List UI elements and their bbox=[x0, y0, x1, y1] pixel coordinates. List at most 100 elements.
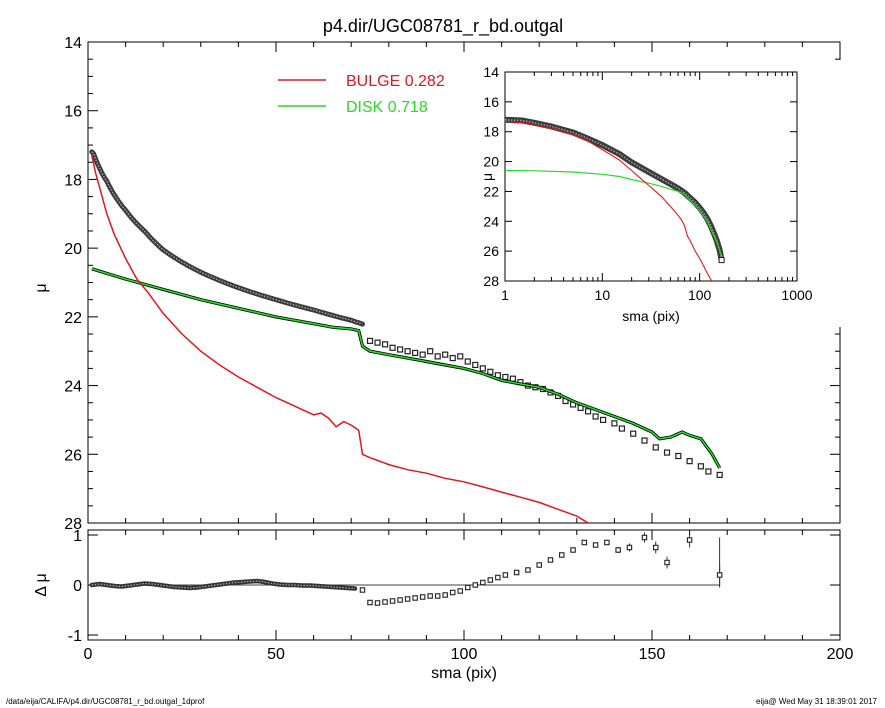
main-y-tick-label: 24 bbox=[64, 379, 82, 396]
resid-point bbox=[525, 567, 531, 573]
resid-point bbox=[472, 582, 479, 588]
main-y-tick-label: 14 bbox=[64, 35, 82, 52]
resid-x-tick-label: 50 bbox=[267, 646, 285, 663]
main-profile-plot: 14 16 18 20 22 24 26 28 μ BULGE 0.282 DISK 0.718 bbox=[33, 35, 841, 533]
data-point bbox=[630, 430, 637, 437]
disk-line bbox=[91, 268, 721, 469]
inset-x-axis-label: sma (pix) bbox=[622, 308, 680, 324]
data-point bbox=[464, 358, 471, 365]
data-point bbox=[502, 373, 509, 381]
resid-point bbox=[487, 577, 494, 583]
data-point bbox=[479, 365, 486, 372]
resid-point bbox=[449, 589, 456, 596]
data-point bbox=[381, 341, 389, 348]
resid-point bbox=[604, 539, 610, 546]
main-y-tick-label: 20 bbox=[64, 241, 82, 258]
resid-point bbox=[581, 539, 588, 546]
data-point bbox=[663, 449, 671, 456]
resid-point bbox=[397, 597, 403, 603]
resid-x-tick-label: 200 bbox=[827, 646, 854, 663]
resid-dense-highlight bbox=[91, 580, 356, 590]
data-point bbox=[374, 339, 381, 346]
main-y-tick-label: 22 bbox=[64, 310, 82, 327]
resid-point bbox=[434, 593, 441, 599]
resid-point bbox=[480, 579, 486, 586]
inset-disk-line bbox=[505, 169, 723, 258]
resid-x-tick-label: 150 bbox=[639, 646, 666, 663]
inset-y-tick-label: 16 bbox=[483, 94, 499, 110]
data-point bbox=[389, 344, 396, 351]
data-point bbox=[472, 361, 479, 369]
resid-point bbox=[570, 547, 576, 553]
inset-y-tick-label: 24 bbox=[483, 213, 499, 229]
chart-title: p4.dir/UGC08781_r_bd.outgal bbox=[323, 16, 563, 37]
resid-point bbox=[412, 595, 418, 601]
resid-x-tick-label: 0 bbox=[84, 646, 93, 663]
resid-point bbox=[465, 584, 471, 591]
main-y-axis-label: μ bbox=[33, 283, 50, 292]
data-point bbox=[584, 408, 592, 415]
resid-y-axis-label: Δ μ bbox=[33, 573, 50, 596]
footer-timestamp: eija@ Wed May 31 18:39:01 2017 bbox=[756, 697, 877, 706]
resid-point bbox=[592, 542, 599, 548]
inset-log-plot: 14 16 18 20 22 24 26 281 10 100 1000 sma (pix) μ bbox=[479, 60, 845, 327]
data-point bbox=[652, 444, 659, 451]
data-point bbox=[592, 413, 599, 420]
resid-point bbox=[716, 572, 723, 578]
bulge-line bbox=[91, 155, 589, 523]
resid-point bbox=[686, 537, 693, 543]
inset-y-tick-label: 26 bbox=[483, 243, 499, 259]
resid-point bbox=[419, 594, 426, 600]
main-y-tick-label: 18 bbox=[64, 172, 82, 189]
data-point bbox=[611, 420, 618, 427]
resid-point bbox=[457, 588, 463, 594]
inset-x-tick-label: 1 bbox=[501, 287, 509, 303]
data-point bbox=[705, 468, 712, 475]
data-point bbox=[404, 348, 411, 355]
inset-y-tick-label: 18 bbox=[483, 124, 499, 140]
data-sausage bbox=[89, 149, 365, 327]
resid-point bbox=[513, 569, 520, 576]
resid-point bbox=[389, 598, 396, 604]
resid-point bbox=[559, 552, 565, 558]
resid-point bbox=[382, 599, 388, 605]
data-point bbox=[412, 349, 419, 357]
inset-bulge-line bbox=[505, 120, 713, 281]
inset-y-axis-label: μ bbox=[479, 173, 495, 181]
data-point bbox=[600, 416, 607, 424]
data-point bbox=[686, 458, 693, 465]
inset-x-tick-label: 100 bbox=[688, 287, 712, 303]
data-point bbox=[675, 452, 682, 460]
resid-point bbox=[653, 544, 659, 551]
inset-y-tick-label: 22 bbox=[483, 183, 499, 199]
data-sausage-highlight bbox=[91, 151, 363, 325]
data-point bbox=[419, 351, 426, 358]
resid-point bbox=[427, 593, 433, 599]
resid-point bbox=[615, 547, 621, 553]
resid-point bbox=[502, 572, 509, 578]
inset-y-tick-label: 14 bbox=[483, 64, 499, 80]
inset-x-tick-label: 1000 bbox=[781, 287, 812, 303]
resid-y-tick-label: -1 bbox=[68, 628, 82, 645]
data-point bbox=[509, 375, 516, 382]
data-point bbox=[427, 348, 434, 355]
data-point bbox=[449, 354, 456, 362]
data-point bbox=[697, 463, 704, 470]
resid-point bbox=[547, 557, 554, 563]
data-point bbox=[366, 337, 374, 345]
main-y-tick-label: 28 bbox=[64, 516, 82, 533]
data-point bbox=[434, 353, 441, 360]
footer-path: /data/eija/CALIFA/p4.dir/UGC08781_r_bd.o… bbox=[6, 697, 205, 706]
data-point bbox=[442, 351, 449, 358]
resid-point bbox=[442, 592, 448, 598]
resid-point bbox=[359, 587, 366, 593]
resid-point bbox=[374, 600, 381, 606]
legend-label-bulge: BULGE 0.282 bbox=[346, 73, 445, 90]
inset-y-tick-label: 20 bbox=[483, 154, 499, 170]
resid-y-tick-label: 1 bbox=[73, 528, 82, 545]
legend-label-disk: DISK 0.718 bbox=[346, 99, 428, 116]
data-point bbox=[618, 425, 626, 432]
inset-data-point bbox=[718, 257, 725, 264]
